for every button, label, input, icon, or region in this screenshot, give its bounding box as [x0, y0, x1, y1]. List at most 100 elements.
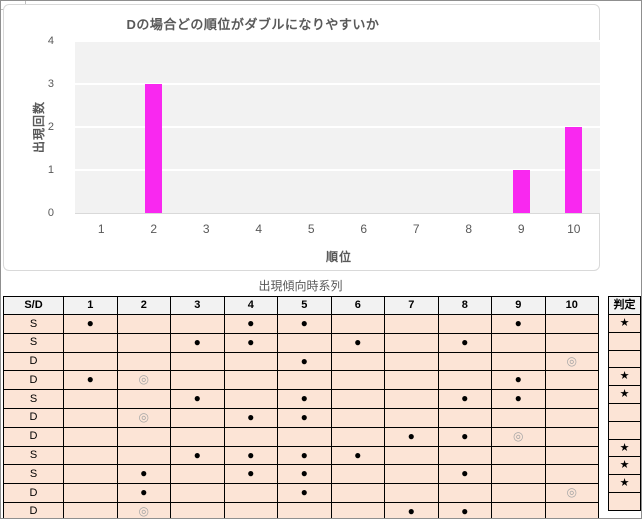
empty-cell — [491, 464, 546, 485]
bar-rank-10 — [565, 127, 583, 213]
empty-cell — [384, 407, 439, 428]
filled-circle-mark: ● — [140, 485, 148, 500]
column-header-8: 8 — [437, 296, 492, 315]
y-tick-label: 3 — [47, 78, 54, 90]
empty-cell — [384, 370, 439, 391]
empty-cell — [330, 370, 385, 391]
judge-header-cell: 判定 — [608, 296, 641, 315]
sd-cell: S — [3, 314, 64, 334]
filled-circle-mark: ● — [140, 466, 148, 481]
empty-cell — [63, 407, 118, 428]
judge-row: ★ — [608, 474, 641, 493]
judge-row: ★ — [608, 385, 641, 404]
filled-mark-cell: ● — [277, 445, 332, 466]
empty-cell — [437, 351, 492, 372]
filled-mark-cell: ● — [277, 407, 332, 428]
table-row: D ● ● ◎ — [3, 426, 599, 447]
empty-cell — [330, 483, 385, 503]
filled-mark-cell: ● — [170, 389, 225, 409]
empty-cell — [437, 445, 492, 466]
empty-cell — [544, 389, 599, 409]
filled-circle-mark: ● — [193, 334, 201, 349]
judge-row — [608, 491, 641, 511]
empty-cell — [330, 501, 385, 518]
filled-circle-mark: ● — [461, 503, 469, 518]
column-header-1: 1 — [63, 296, 118, 315]
empty-judge-cell — [608, 349, 641, 369]
empty-cell — [437, 407, 492, 428]
empty-cell — [384, 445, 439, 466]
sd-cell: D — [3, 483, 64, 503]
filled-mark-cell: ● — [223, 407, 278, 428]
sd-cell: S — [3, 445, 64, 466]
empty-cell — [63, 426, 118, 447]
filled-mark-cell: ● — [63, 370, 118, 391]
star-cell: ★ — [608, 314, 641, 333]
table-row: D ● ◎ — [3, 351, 599, 372]
filled-circle-mark: ● — [300, 391, 308, 406]
empty-cell — [170, 407, 225, 428]
empty-cell — [330, 426, 385, 447]
star-mark: ★ — [619, 441, 630, 454]
filled-circle-mark: ● — [86, 372, 94, 387]
empty-cell — [63, 464, 118, 485]
empty-judge-cell — [608, 402, 641, 422]
x-axis-title: 順位 — [325, 250, 352, 264]
judge-row: ★ — [608, 456, 641, 476]
sd-cell: D — [3, 370, 64, 391]
empty-cell — [277, 501, 332, 518]
filled-mark-cell: ● — [223, 464, 278, 485]
empty-cell — [170, 483, 225, 503]
bar-rank-2 — [145, 84, 163, 213]
filled-circle-mark: ● — [407, 503, 415, 518]
judge-row: ★ — [608, 438, 641, 458]
empty-cell — [170, 314, 225, 334]
table-header-row: S/D 1 2 3 4 5 6 7 8 9 10 — [3, 296, 599, 315]
filled-circle-mark: ● — [461, 391, 469, 406]
double-mark-cell: ◎ — [116, 501, 171, 518]
empty-cell — [384, 351, 439, 372]
gridline — [75, 169, 600, 171]
star-mark: ★ — [619, 317, 630, 329]
empty-cell — [384, 332, 439, 353]
x-tick-label: 5 — [307, 222, 315, 236]
x-tick-label: 9 — [517, 222, 525, 236]
filled-mark-cell: ● — [277, 389, 332, 409]
judge-row — [608, 420, 641, 440]
filled-circle-mark: ● — [300, 466, 308, 481]
empty-cell — [223, 483, 278, 503]
double-circle-mark: ◎ — [138, 409, 149, 424]
empty-cell — [116, 351, 171, 372]
filled-circle-mark: ● — [247, 316, 255, 330]
x-tick-label: 1 — [97, 222, 105, 236]
sd-cell: D — [3, 351, 64, 372]
x-tick-label: 10 — [567, 222, 581, 236]
empty-cell — [116, 389, 171, 409]
double-mark-cell: ◎ — [116, 407, 171, 428]
filled-circle-mark: ● — [193, 447, 201, 462]
filled-circle-mark: ● — [461, 466, 469, 481]
empty-cell — [330, 314, 385, 334]
filled-circle-mark: ● — [461, 428, 469, 443]
filled-mark-cell: ● — [437, 389, 492, 409]
filled-circle-mark: ● — [300, 316, 308, 330]
filled-mark-cell: ● — [437, 332, 492, 353]
table-row: S ● ● ● ● — [3, 445, 599, 466]
filled-mark-cell: ● — [170, 445, 225, 466]
filled-circle-mark: ● — [247, 447, 255, 462]
empty-cell — [544, 445, 599, 466]
empty-cell — [330, 389, 385, 409]
filled-circle-mark: ● — [514, 316, 522, 330]
column-header-2: 2 — [116, 296, 171, 315]
filled-mark-cell: ● — [116, 464, 171, 485]
empty-cell — [544, 332, 599, 353]
empty-cell — [223, 370, 278, 391]
empty-cell — [491, 351, 546, 372]
empty-cell — [116, 314, 171, 334]
filled-mark-cell: ● — [170, 332, 225, 353]
empty-cell — [223, 501, 278, 518]
filled-mark-cell: ● — [223, 445, 278, 466]
filled-circle-mark: ● — [514, 391, 522, 406]
table-row: D ● ● ◎ — [3, 483, 599, 503]
column-header-7: 7 — [384, 296, 439, 315]
